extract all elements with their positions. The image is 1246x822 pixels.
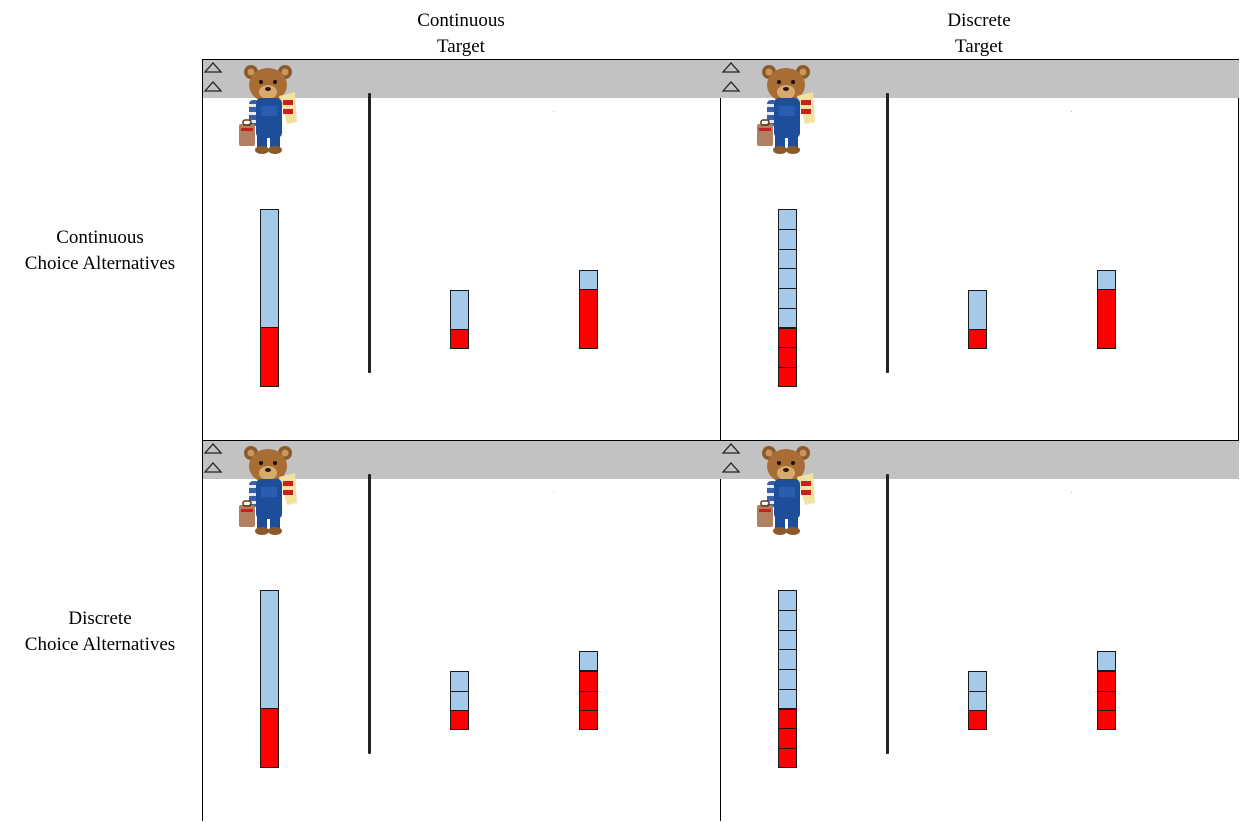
- up-triangle-icon: [721, 62, 741, 73]
- choose-option-2-button[interactable]: [721, 460, 1239, 479]
- choice-bar-2: [579, 651, 598, 730]
- segment-divider: [1098, 691, 1115, 692]
- teddy-bear-icon: [757, 62, 821, 161]
- segment-divider: [779, 689, 796, 690]
- column-header-discrete-target: Discrete Target: [879, 8, 1079, 60]
- teddy-bear-icon: [757, 443, 821, 542]
- row-header-line-2: Choice Alternatives: [24, 634, 176, 655]
- choice-bar-2: [1097, 651, 1116, 730]
- up-triangle-icon: [203, 62, 223, 73]
- up-triangle-icon: [721, 81, 741, 92]
- bar-fill: [261, 708, 278, 767]
- choose-option-2-button[interactable]: [203, 79, 721, 98]
- grid-center-border: [720, 59, 721, 821]
- segment-divider: [580, 691, 597, 692]
- choice-bar-1: [968, 671, 987, 730]
- bar-fill: [1098, 670, 1115, 729]
- choose-option-1-button[interactable]: [721, 60, 1239, 79]
- column-header-line-2: Target: [955, 36, 1003, 57]
- up-triangle-icon: [721, 443, 741, 454]
- bar-fill: [580, 670, 597, 729]
- target-bar: [260, 590, 279, 768]
- stray-dot: [553, 492, 554, 493]
- bar-fill: [451, 710, 468, 729]
- segment-divider: [779, 328, 796, 329]
- panel-divider-line: [886, 474, 889, 754]
- segment-divider: [779, 229, 796, 230]
- choose-option-1-button[interactable]: [721, 441, 1239, 460]
- choice-bar-2: [579, 270, 598, 349]
- segment-divider: [779, 630, 796, 631]
- up-triangle-icon: [203, 81, 223, 92]
- panel-discrete-target-continuous-choices: [721, 60, 1239, 441]
- column-header-continuous-target: Continuous Target: [361, 8, 561, 60]
- choice-bar-2: [1097, 270, 1116, 349]
- choice-bar-1: [450, 671, 469, 730]
- choose-option-2-button[interactable]: [203, 460, 721, 479]
- column-header-line-2: Target: [437, 36, 485, 57]
- column-header-line-1: Continuous: [417, 10, 505, 31]
- segment-divider: [779, 669, 796, 670]
- panel-divider-line: [368, 474, 371, 754]
- bar-fill: [451, 329, 468, 348]
- segment-divider: [779, 748, 796, 749]
- choice-bar-1: [450, 290, 469, 349]
- segment-divider: [779, 709, 796, 710]
- stray-dot: [1071, 492, 1072, 493]
- grid-right-border: [1238, 59, 1239, 441]
- segment-divider: [580, 710, 597, 711]
- panel-discrete-target-discrete-choices: [721, 441, 1239, 822]
- segment-divider: [580, 671, 597, 672]
- stray-dot: [1071, 111, 1072, 112]
- grid-left-border: [202, 59, 203, 821]
- segment-divider: [779, 249, 796, 250]
- segment-divider: [779, 649, 796, 650]
- target-bar: [260, 209, 279, 387]
- choose-option-1-button[interactable]: [203, 441, 721, 460]
- teddy-bear-icon: [239, 443, 303, 542]
- bar-fill: [1098, 289, 1115, 348]
- choose-option-1-button[interactable]: [203, 60, 721, 79]
- column-header-line-1: Discrete: [947, 10, 1011, 31]
- row-header-line-1: Continuous: [56, 227, 144, 248]
- bar-fill: [779, 708, 796, 767]
- panel-divider-line: [886, 93, 889, 373]
- segment-divider: [1098, 671, 1115, 672]
- segment-divider: [779, 308, 796, 309]
- choose-option-2-button[interactable]: [721, 79, 1239, 98]
- target-bar: [778, 209, 797, 387]
- up-triangle-icon: [721, 462, 741, 473]
- up-triangle-icon: [203, 443, 223, 454]
- segment-divider: [451, 691, 468, 692]
- bar-fill: [261, 327, 278, 386]
- segment-divider: [779, 728, 796, 729]
- segment-divider: [779, 288, 796, 289]
- stray-dot: [553, 111, 554, 112]
- bar-fill: [969, 710, 986, 729]
- row-header-continuous-choices: Continuous Choice Alternatives: [0, 225, 200, 277]
- segment-divider: [779, 268, 796, 269]
- bar-fill: [779, 327, 796, 386]
- panel-continuous-target-discrete-choices: [203, 441, 721, 822]
- row-header-line-1: Discrete: [68, 608, 132, 629]
- segment-divider: [969, 710, 986, 711]
- panel-continuous-target-continuous-choices: [203, 60, 721, 441]
- panel-divider-line: [368, 93, 371, 373]
- bar-fill: [969, 329, 986, 348]
- row-header-line-2: Choice Alternatives: [24, 253, 176, 274]
- segment-divider: [779, 610, 796, 611]
- segment-divider: [451, 710, 468, 711]
- up-triangle-icon: [203, 462, 223, 473]
- segment-divider: [969, 691, 986, 692]
- segment-divider: [1098, 710, 1115, 711]
- target-bar: [778, 590, 797, 768]
- row-header-discrete-choices: Discrete Choice Alternatives: [0, 606, 200, 658]
- teddy-bear-icon: [239, 62, 303, 161]
- choice-bar-1: [968, 290, 987, 349]
- bar-fill: [580, 289, 597, 348]
- segment-divider: [779, 367, 796, 368]
- segment-divider: [779, 347, 796, 348]
